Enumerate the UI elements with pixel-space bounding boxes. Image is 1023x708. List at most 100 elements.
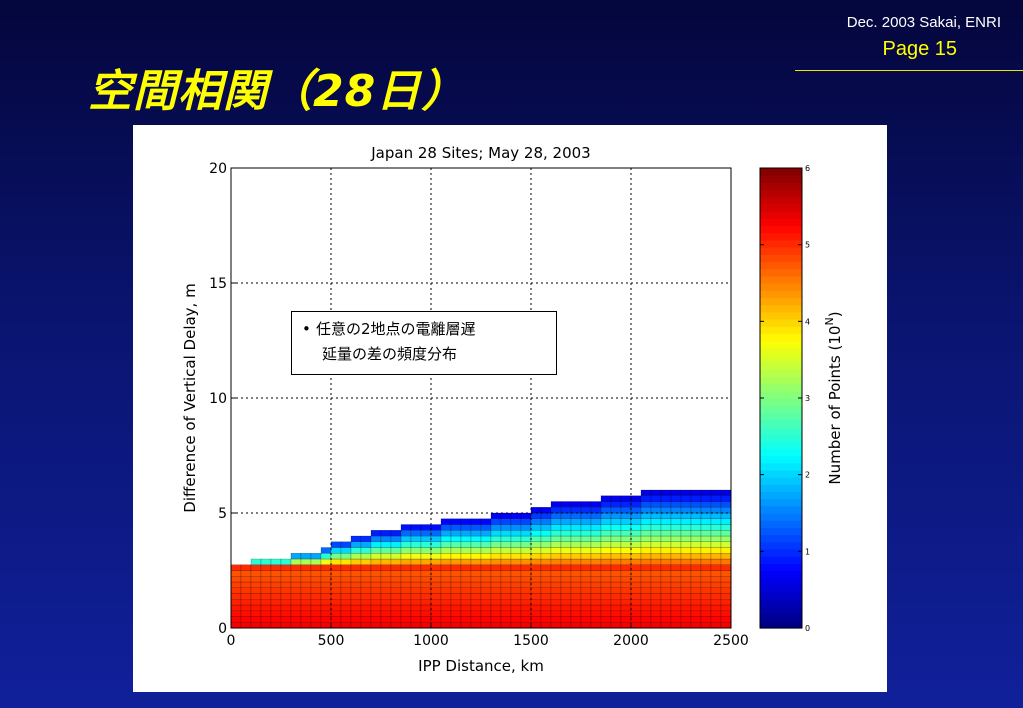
- heatmap-cell: [420, 576, 432, 583]
- heatmap-cell: [630, 593, 642, 600]
- heatmap-cell: [680, 581, 692, 588]
- heatmap-cell: [350, 593, 362, 600]
- heatmap-cell: [290, 593, 302, 600]
- heatmap-cell: [230, 576, 242, 583]
- heatmap-cell: [400, 576, 412, 583]
- heatmap-cell: [640, 489, 652, 496]
- heatmap-cell: [690, 604, 702, 611]
- colorbar-tick-label: 2: [805, 471, 810, 480]
- heatmap-cell: [710, 564, 722, 571]
- heatmap-cell: [300, 622, 312, 629]
- heatmap-cell: [430, 524, 442, 531]
- heatmap-cell: [690, 541, 702, 548]
- heatmap-cell: [620, 616, 632, 623]
- heatmap-cell: [460, 541, 472, 548]
- heatmap-cell: [510, 581, 522, 588]
- heatmap-cell: [700, 558, 712, 565]
- heatmap-cell: [390, 599, 402, 606]
- heatmap-cell: [530, 512, 542, 519]
- heatmap-cell: [660, 581, 672, 588]
- colorbar-segment: [760, 268, 802, 277]
- heatmap-cell: [430, 622, 442, 629]
- heatmap-cell: [530, 518, 542, 525]
- heatmap-cell: [340, 564, 352, 571]
- heatmap-cell: [430, 587, 442, 594]
- chart-title: Japan 28 Sites; May 28, 2003: [370, 144, 590, 162]
- heatmap-cell: [530, 553, 542, 560]
- heatmap-cell: [420, 599, 432, 606]
- heatmap-cell: [720, 558, 732, 565]
- heatmap-cell: [630, 570, 642, 577]
- heatmap-cell: [680, 547, 692, 554]
- heatmap-cell: [600, 547, 612, 554]
- heatmap-cell: [300, 570, 312, 577]
- colorbar-segment: [760, 354, 802, 363]
- heatmap-cell: [670, 535, 682, 542]
- heatmap-cell: [490, 564, 502, 571]
- heatmap-cell: [660, 507, 672, 514]
- heatmap-cell: [350, 553, 362, 560]
- heatmap-cell: [660, 616, 672, 623]
- heatmap-cell: [530, 530, 542, 537]
- heatmap-cell: [510, 622, 522, 629]
- heatmap-cell: [410, 541, 422, 548]
- heatmap-cell: [700, 616, 712, 623]
- heatmap-cell: [710, 599, 722, 606]
- colorbar-segment: [760, 620, 802, 629]
- heatmap-cell: [710, 558, 722, 565]
- colorbar-segment: [760, 218, 802, 227]
- heatmap-cell: [390, 570, 402, 577]
- heatmap-cell: [690, 622, 702, 629]
- heatmap-cell: [360, 587, 372, 594]
- heatmap-cell: [610, 587, 622, 594]
- heatmap-cell: [590, 524, 602, 531]
- heatmap-cell: [450, 581, 462, 588]
- heatmap-cell: [560, 530, 572, 537]
- x-tick-label: 2500: [713, 633, 749, 649]
- heatmap-cell: [330, 599, 342, 606]
- colorbar-segment: [760, 347, 802, 356]
- heatmap-cell: [550, 581, 562, 588]
- heatmap-cell: [410, 599, 422, 606]
- heatmap-cell: [550, 616, 562, 623]
- heatmap-cell: [540, 581, 552, 588]
- heatmap-cell: [520, 593, 532, 600]
- heatmap-cell: [630, 495, 642, 502]
- heatmap-cell: [680, 535, 692, 542]
- author-credit: Dec. 2003 Sakai, ENRI: [846, 14, 1001, 31]
- heatmap-cell: [250, 587, 262, 594]
- heatmap-cell: [320, 576, 332, 583]
- heatmap-cell: [640, 616, 652, 623]
- heatmap-cell: [570, 524, 582, 531]
- heatmap-cell: [540, 530, 552, 537]
- heatmap-cell: [710, 610, 722, 617]
- heatmap-cell: [440, 570, 452, 577]
- heatmap-cell: [690, 616, 702, 623]
- heatmap-cell: [380, 599, 392, 606]
- heatmap-cell: [650, 581, 662, 588]
- heatmap-cell: [280, 593, 292, 600]
- heatmap-cell: [700, 599, 712, 606]
- heatmap-cell: [690, 558, 702, 565]
- heatmap-cell: [480, 535, 492, 542]
- heatmap-cell: [700, 622, 712, 629]
- heatmap-cell: [440, 599, 452, 606]
- heatmap-cell: [360, 570, 372, 577]
- heatmap-cell: [670, 604, 682, 611]
- heatmap-cell: [460, 564, 472, 571]
- heatmap-cell: [360, 564, 372, 571]
- heatmap-cell: [630, 610, 642, 617]
- heatmap-cell: [720, 501, 732, 508]
- heatmap-cell: [580, 518, 592, 525]
- heatmap-cell: [490, 593, 502, 600]
- heatmap-cell: [480, 558, 492, 565]
- heatmap-cell: [230, 581, 242, 588]
- heatmap-cell: [380, 564, 392, 571]
- heatmap-cell: [450, 553, 462, 560]
- colorbar-segment: [760, 455, 802, 464]
- heatmap-cell: [500, 593, 512, 600]
- heatmap-cell: [560, 616, 572, 623]
- heatmap-cell: [490, 570, 502, 577]
- heatmap-cell: [270, 564, 282, 571]
- heatmap-cell: [280, 616, 292, 623]
